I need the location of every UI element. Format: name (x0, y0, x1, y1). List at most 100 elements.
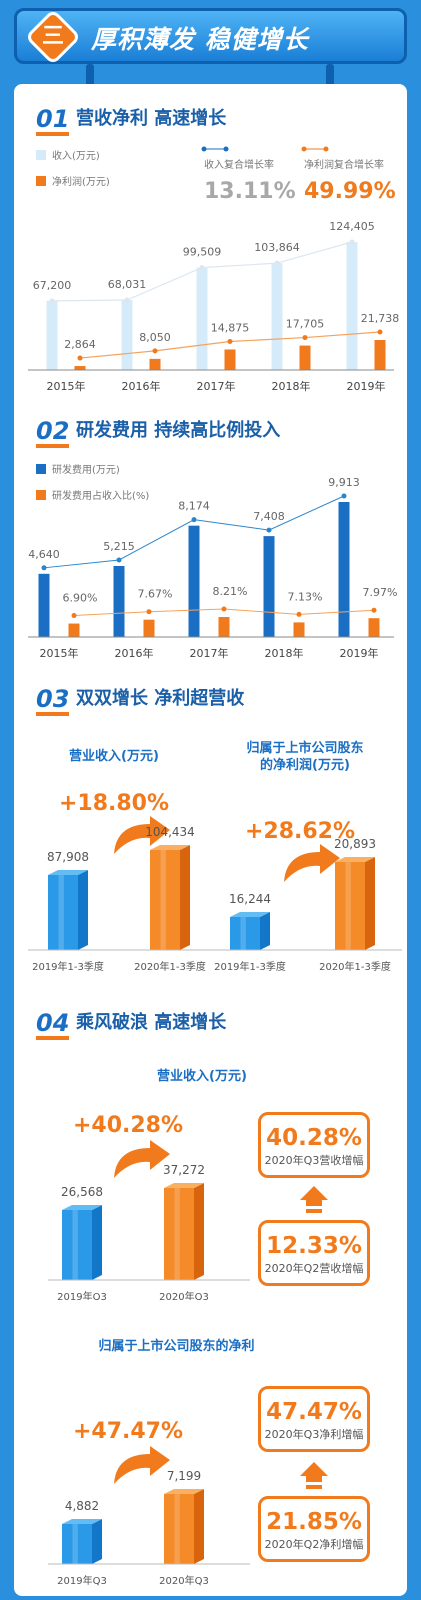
rd-expense-point (341, 493, 347, 499)
bar-data-label: 7,199 (167, 1469, 201, 1483)
growth-label: +47.47% (73, 1419, 183, 1444)
category-label: 2018年 (272, 379, 311, 393)
rd-ratio-point (221, 606, 227, 612)
revenue-data-label: 68,031 (108, 278, 147, 291)
legend-label: 收入(万元) (52, 149, 100, 162)
box-value: 12.33% (266, 1233, 362, 1259)
up-arrow-bar (306, 1200, 322, 1206)
current-bar-side (194, 1183, 204, 1280)
rd-ratio-data-label: 7.13% (288, 590, 323, 603)
rd-ratio-bar (218, 617, 230, 637)
previous-bar-highlight (58, 875, 64, 950)
revenue-profit-chart: 收入(万元) 净利润(万元) 收入复合增长率 13.11% 净利润复合增长率 49.99%… (28, 146, 399, 393)
previous-bar-top (230, 912, 270, 917)
revenue-bar (46, 300, 58, 370)
previous-bar (62, 1210, 92, 1280)
q3-revenue-growth-box: 40.28% 2020年Q3营收增幅 (258, 1112, 370, 1178)
growth-legend-label: 净利润复合增长率 (304, 158, 384, 171)
up-arrow-icon (300, 1186, 328, 1200)
profit-data-label: 2,864 (64, 338, 96, 351)
rd-ratio-point (146, 609, 152, 615)
up-arrow-bar (306, 1209, 322, 1213)
hanger-right (326, 64, 334, 90)
box-value: 21.85% (266, 1509, 362, 1535)
rd-expense-bar (188, 525, 200, 637)
profit-bar (299, 345, 311, 370)
bar-data-label: 26,568 (61, 1185, 103, 1199)
section-number: 03 (36, 686, 70, 716)
profit-bar (374, 340, 386, 370)
box-label: 2020年Q2净利增幅 (264, 1538, 364, 1551)
previous-bar-highlight (72, 1524, 78, 1564)
previous-bar-highlight (72, 1210, 78, 1280)
growth-legend-label: 收入复合增长率 (204, 158, 274, 171)
revenue-point (49, 298, 55, 304)
category-label: 2019年Q3 (57, 1290, 107, 1300)
growth-arrow-icon (284, 844, 340, 882)
legend-swatch (36, 490, 46, 500)
category-label: 2015年 (47, 379, 86, 393)
content-panel (14, 84, 407, 1596)
rd-expense-chart: 研发费用(万元) 研发费用占收入比(%) 2015年 2016年 2017年 2018年 2… (28, 463, 397, 660)
previous-bar-top (62, 1205, 102, 1210)
legend-label: 研发费用占收入比(%) (52, 489, 149, 502)
current-bar-side (180, 845, 190, 950)
rd-ratio-bar (68, 623, 80, 637)
revenue-point (274, 260, 280, 266)
profit-data-label: 8,050 (139, 331, 171, 344)
box-label: 2020年Q3净利增幅 (264, 1428, 364, 1441)
revenue-data-label: 103,864 (254, 241, 300, 254)
current-bar-top (150, 845, 190, 850)
category-label: 2020年Q3 (159, 1574, 209, 1587)
revenue-point (349, 239, 355, 245)
chart-title-line: 归属于上市公司股东 (246, 740, 363, 756)
section-title: 双双增长 净利超营收 (76, 688, 245, 709)
rd-ratio-bar (368, 618, 380, 637)
box-value: 47.47% (266, 1399, 362, 1425)
bar-data-label: 104,434 (145, 825, 195, 839)
q3-profit-growth-box: 47.47% 2020年Q3净利增幅 (258, 1386, 370, 1452)
growth-legend-dot (223, 146, 229, 152)
up-arrow-bar (306, 1485, 322, 1489)
previous-bar-side (78, 870, 88, 950)
category-label: 2020年Q3 (159, 1290, 209, 1300)
box-value: 40.28% (266, 1125, 362, 1151)
q2-revenue-growth-box: 12.33% 2020年Q2营收增幅 (258, 1220, 370, 1286)
section-title: 乘风破浪 高速增长 (76, 1012, 227, 1033)
current-bar (150, 850, 180, 950)
revenue-bar (121, 300, 133, 370)
previous-bar-top (62, 1519, 102, 1524)
q3-revenue-chart: 营业收入(万元) +40.28% 26,568 2019年Q3 37,272 2020年Q… (48, 1068, 250, 1300)
section-number: 04 (36, 1010, 70, 1040)
profit-point (152, 348, 158, 354)
q1-q3-revenue-chart: 营业收入(万元) +18.80% 87,908 2019年1-3季度 104,434 20… (28, 748, 210, 973)
current-bar-highlight (174, 1494, 180, 1564)
rd-expense-point (191, 517, 197, 523)
revenue-bar (346, 242, 358, 370)
bar-data-label: 4,882 (65, 1499, 99, 1513)
current-bar-side (365, 857, 375, 950)
revenue-data-label: 124,405 (329, 220, 375, 233)
banner: 三 厚积薄发 稳健增长 (14, 8, 407, 66)
growth-label: +18.80% (59, 791, 169, 816)
previous-bar-side (260, 912, 270, 950)
current-bar-highlight (160, 850, 166, 950)
revenue-data-label: 67,200 (33, 279, 72, 292)
category-label: 2015年 (40, 646, 79, 660)
q2-profit-growth-box: 21.85% 2020年Q2净利增幅 (258, 1496, 370, 1562)
growth-legend-value: 49.99% (304, 179, 396, 204)
section-number: 02 (36, 418, 70, 448)
revenue-point (199, 265, 205, 271)
current-bar-side (194, 1489, 204, 1564)
legend-label: 净利润(万元) (52, 175, 110, 188)
rd-ratio-data-label: 6.90% (63, 592, 98, 605)
growth-legend-dot (323, 146, 329, 152)
revenue-data-label: 99,509 (183, 246, 222, 259)
rd-ratio-point (296, 611, 302, 617)
rd-expense-point (266, 527, 272, 533)
growth-label: +40.28% (73, 1113, 183, 1138)
profit-data-label: 14,875 (211, 321, 250, 334)
